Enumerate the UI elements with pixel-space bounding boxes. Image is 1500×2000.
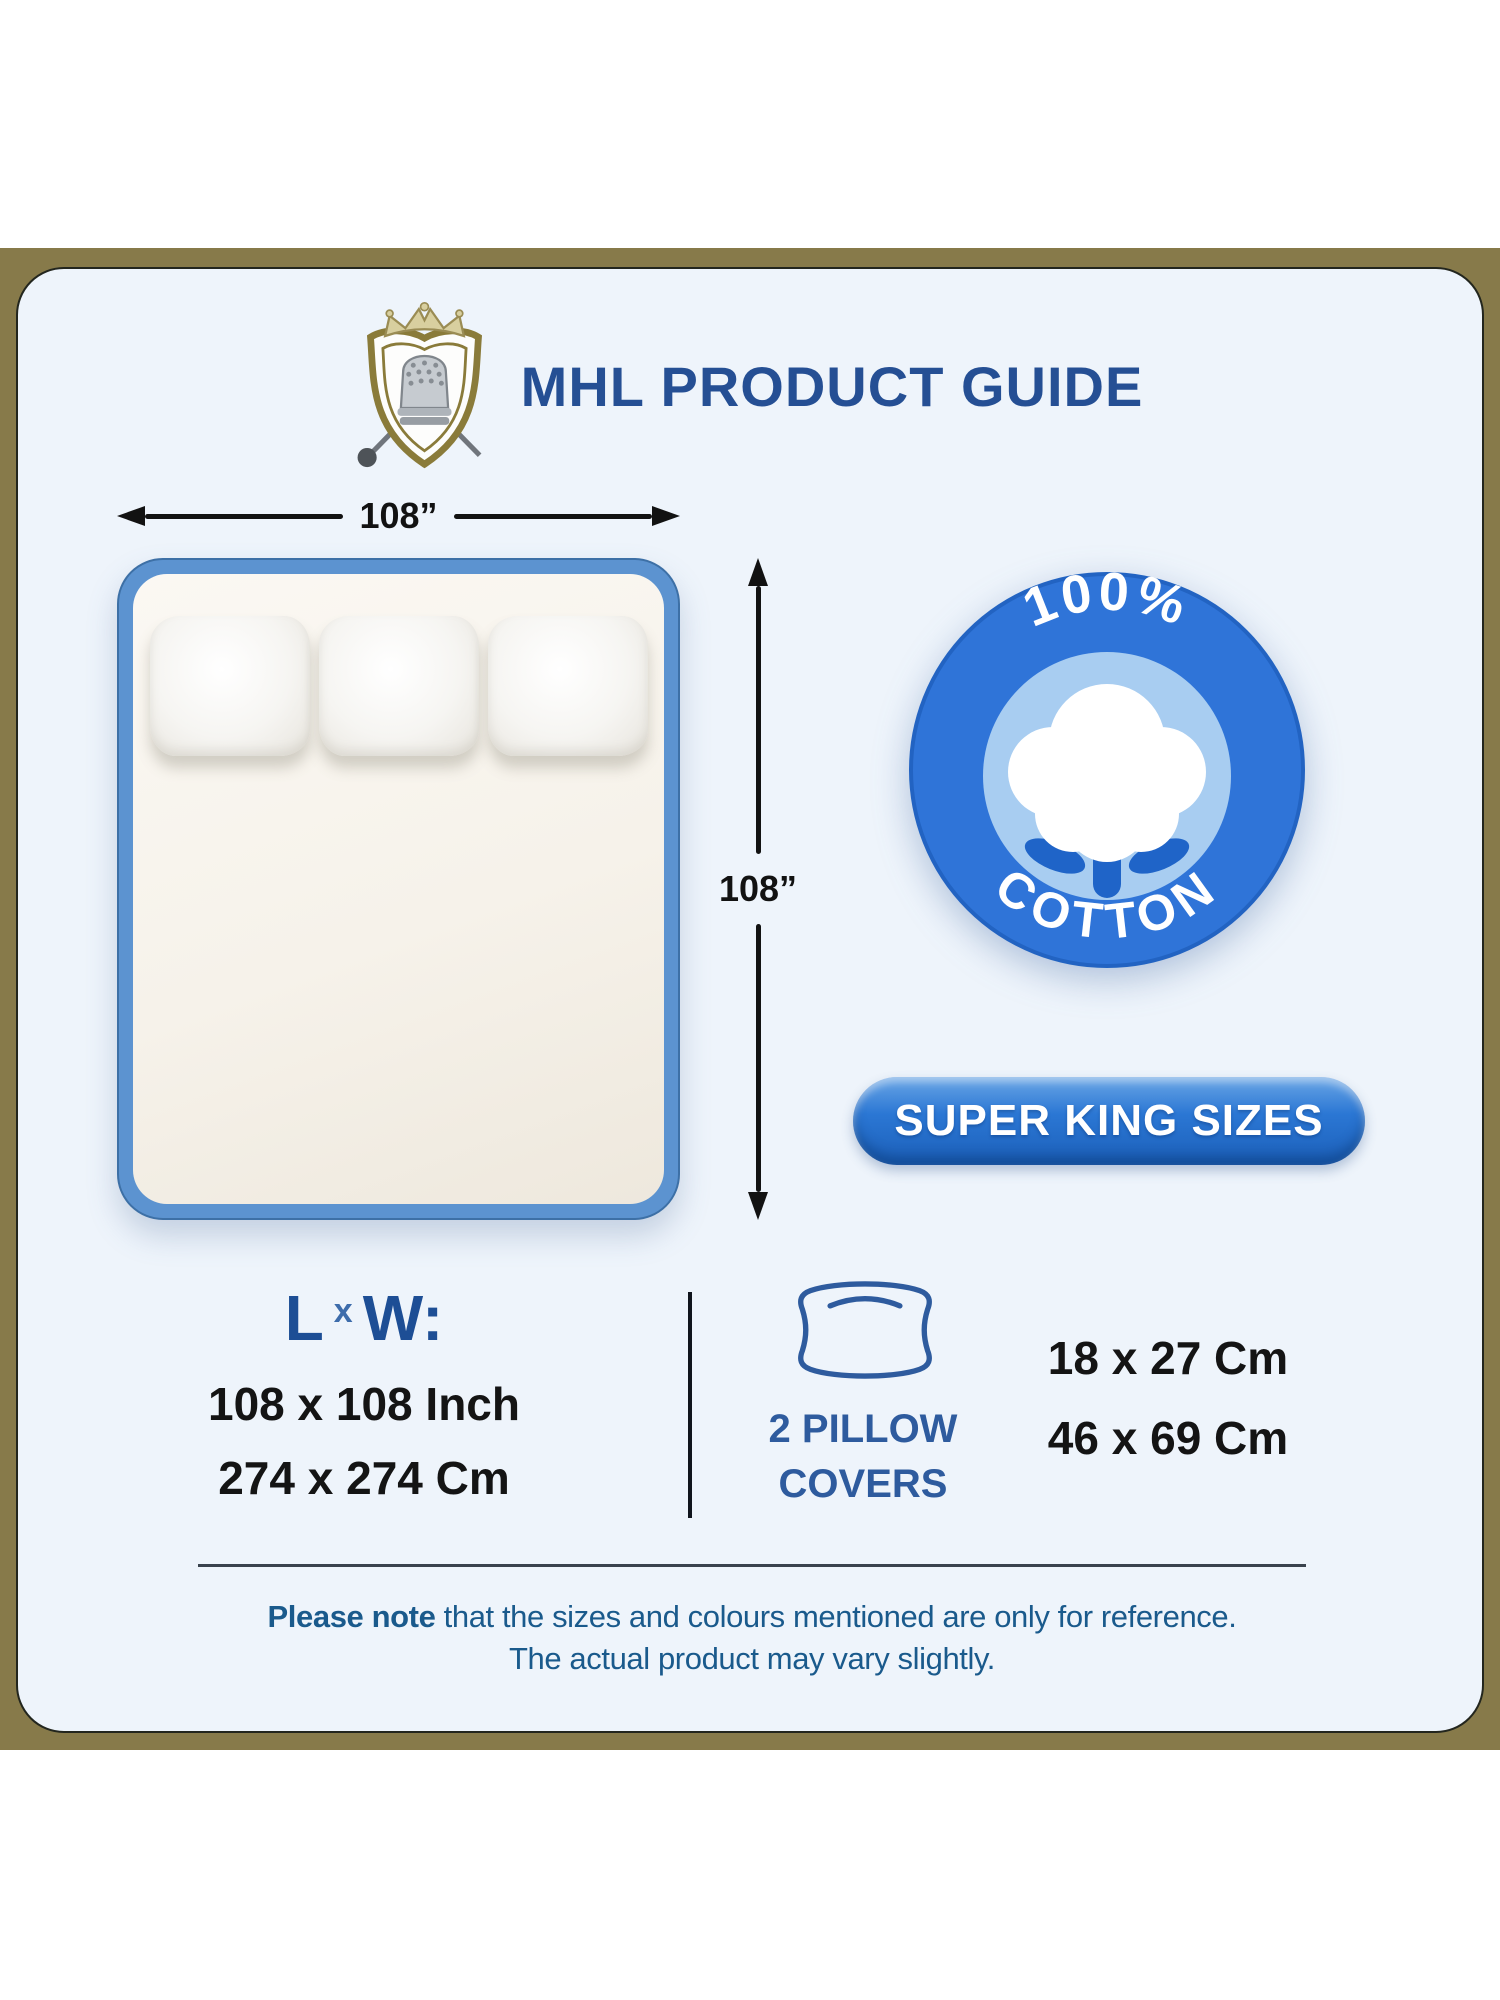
sheet-size-inches: 108 x 108 Inch	[208, 1378, 520, 1430]
mattress	[133, 574, 664, 1204]
page-title: MHL PRODUCT GUIDE	[520, 355, 1144, 418]
arrow-down-icon	[748, 1192, 768, 1220]
lxw-x: x	[333, 1292, 353, 1330]
bed-width-label: 108”	[359, 495, 438, 536]
sheet-size-cm: 274 x 274 Cm	[218, 1452, 510, 1504]
arrow-up-icon	[748, 558, 768, 586]
pillow-covers-label-line2: COVERS	[778, 1462, 948, 1506]
arrow-left-icon	[117, 506, 145, 526]
note-line1-rest: that the sizes and colours mentioned are…	[435, 1599, 1237, 1634]
pillow-covers-label-line1: 2 PILLOW	[768, 1407, 958, 1451]
length-dimension-arrow: 108”	[714, 558, 802, 1220]
pillow-1	[149, 616, 310, 756]
pillow-3	[487, 616, 648, 756]
pillow-size-small: 18 x 27 Cm	[1047, 1332, 1289, 1384]
pillow-size-large: 46 x 69 Cm	[1047, 1412, 1289, 1464]
lxw-w: W:	[362, 1282, 444, 1354]
note-divider	[198, 1564, 1306, 1567]
guide-card: MHL PRODUCT GUIDE 108” 108”	[16, 267, 1484, 1733]
bed-length-label: 108”	[718, 868, 798, 909]
size-category-badge: SUPER KING SIZES	[853, 1077, 1365, 1165]
lxw-l: L	[284, 1282, 324, 1354]
cotton-cloud	[1008, 684, 1206, 862]
size-category-label: SUPER KING SIZES	[894, 1096, 1324, 1145]
thimble-shape	[399, 354, 450, 410]
pillow-outline-icon	[798, 1281, 932, 1379]
cotton-flower-icon: 100% COTTON	[909, 570, 1305, 968]
bed-top-view	[117, 558, 680, 1220]
reference-note: Please note that the sizes and colours m…	[152, 1596, 1352, 1680]
note-lead: Please note	[267, 1599, 436, 1634]
note-line2: The actual product may vary slightly.	[509, 1641, 995, 1676]
crown-shape	[383, 306, 466, 338]
pillow-2	[318, 616, 479, 756]
cotton-stem	[1024, 838, 1190, 898]
mhl-crest-logo	[357, 301, 483, 469]
vertical-divider	[688, 1292, 692, 1518]
arrow-right-icon	[652, 506, 681, 526]
width-dimension-arrow: 108”	[117, 495, 681, 536]
